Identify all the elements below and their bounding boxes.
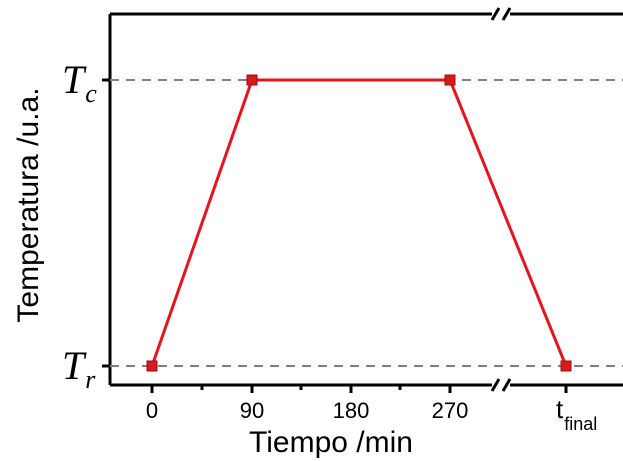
x-tick-label-180: 180 [333,398,370,423]
data-point [560,360,572,372]
x-axis-title: Tiempo /min [249,426,413,459]
x-ticks [150,385,568,393]
x-tick-label-tfinal: tfinal [556,394,597,434]
x-tick-label-90: 90 [240,398,264,423]
y-level-tr-sub: r [85,365,96,394]
svg-text:Tc: Tc [62,57,97,108]
y-level-label-tc: Tc [62,57,97,108]
y-level-tc-sub: c [85,79,97,108]
x-tick-label-270: 270 [432,398,469,423]
bottom-break-mark-2 [501,378,512,392]
series-segment [150,79,254,367]
data-point [444,74,456,86]
bottom-break-mark-1 [490,378,501,392]
x-tick-label-0: 0 [146,398,158,423]
series-group [146,74,572,372]
reference-lines [110,79,623,367]
top-break-mark-2 [501,7,512,21]
data-point [246,74,258,86]
axis-break-marks [490,7,512,392]
series-segment [448,79,568,367]
svg-text:Tr: Tr [62,343,96,394]
y-level-tc-main: T [62,57,87,102]
y-level-label-tr: Tr [62,343,96,394]
y-axis-title: Temperatura /u.a. [12,87,45,322]
y-level-tr-main: T [62,343,87,388]
plot-frame [108,12,623,387]
y-ticks [102,78,110,368]
x-tick-tfinal-main: t [556,394,564,424]
top-break-mark-1 [490,7,501,21]
x-tick-tfinal-sub: final [564,414,597,434]
data-point [146,360,158,372]
